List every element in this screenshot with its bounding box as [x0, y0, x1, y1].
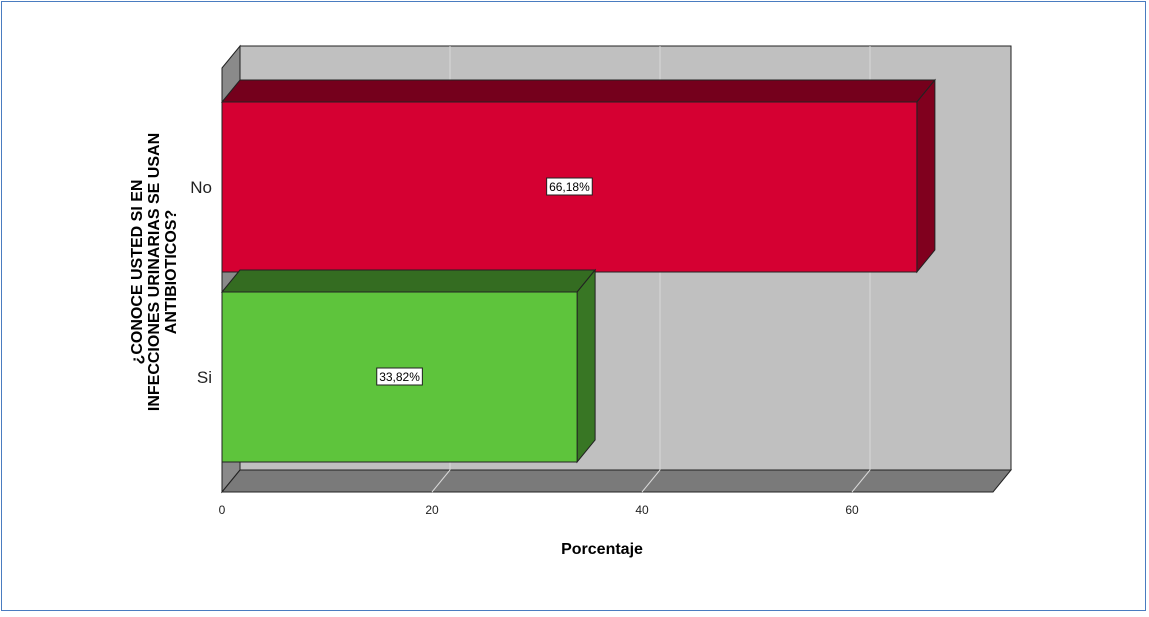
x-tick-label: 40 — [635, 503, 649, 517]
bar-no: 66,18% — [220, 78, 936, 274]
y-axis-title: ¿CONOCE USTED SI ENINFECCIONES URINARIAS… — [129, 133, 180, 411]
bar-top-face — [220, 79, 936, 103]
x-tick-label: 20 — [425, 503, 439, 517]
gridline-floor — [641, 469, 661, 493]
x-tick-labels: 0 20 40 60 — [219, 503, 859, 517]
x-axis-title: Porcentaje — [561, 541, 643, 558]
x-tick-label: 60 — [845, 503, 859, 517]
gridline-floor — [431, 469, 451, 493]
data-label: 66,18% — [549, 180, 590, 194]
data-label: 33,82% — [379, 370, 420, 384]
x-tick-label: 0 — [219, 503, 226, 517]
y-axis-title-line: ¿CONOCE USTED SI EN — [129, 180, 146, 365]
bar-si: 33,82% — [220, 268, 597, 464]
data-label-box — [376, 367, 423, 386]
y-tick-label: No — [190, 178, 212, 197]
data-label-box — [546, 177, 593, 196]
y-tick-label: Si — [197, 368, 212, 387]
bars: 66,18% 33,82% — [220, 78, 936, 464]
bar-side-face — [916, 78, 936, 274]
gridline-floor — [851, 469, 871, 493]
y-axis-title-line: ANTIBIOTICOS? — [163, 210, 180, 334]
y-axis-title-line: INFECCIONES URINARIAS SE USAN — [146, 133, 163, 411]
y-tick-labels: No Si — [190, 178, 212, 387]
bar-top-face — [220, 269, 597, 293]
bar-side-face — [576, 268, 596, 464]
plot-floor — [220, 469, 1013, 493]
